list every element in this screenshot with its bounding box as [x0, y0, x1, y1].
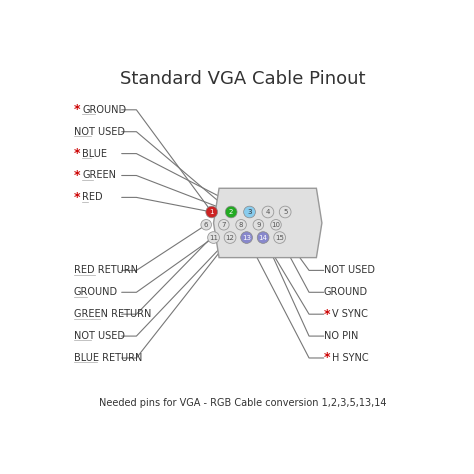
Text: 13: 13	[242, 235, 251, 240]
Circle shape	[224, 232, 236, 243]
Text: V SYNC: V SYNC	[332, 309, 368, 319]
Circle shape	[271, 219, 281, 230]
Text: RED: RED	[82, 192, 103, 202]
Circle shape	[236, 219, 246, 230]
Polygon shape	[213, 188, 322, 258]
Text: NOT USED: NOT USED	[324, 265, 375, 275]
Circle shape	[279, 206, 291, 218]
Text: 12: 12	[226, 235, 235, 240]
Text: *: *	[74, 191, 81, 204]
Text: 14: 14	[259, 235, 267, 240]
Circle shape	[225, 206, 237, 218]
Circle shape	[262, 206, 274, 218]
Text: Needed pins for VGA - RGB Cable conversion 1,2,3,5,13,14: Needed pins for VGA - RGB Cable conversi…	[99, 398, 387, 408]
Text: NOT USED: NOT USED	[74, 127, 125, 137]
Text: BLUE: BLUE	[82, 149, 107, 159]
Text: 1: 1	[210, 209, 214, 215]
Circle shape	[241, 232, 253, 243]
Circle shape	[257, 232, 269, 243]
Circle shape	[244, 206, 255, 218]
Text: 4: 4	[266, 209, 270, 215]
Text: *: *	[324, 308, 330, 321]
Text: GREEN RETURN: GREEN RETURN	[74, 309, 151, 319]
Text: NOT USED: NOT USED	[74, 331, 125, 341]
Text: *: *	[74, 147, 81, 160]
Circle shape	[253, 219, 264, 230]
Text: 3: 3	[247, 209, 252, 215]
Text: BLUE RETURN: BLUE RETURN	[74, 353, 142, 363]
Text: *: *	[74, 103, 81, 116]
Text: 6: 6	[204, 222, 209, 228]
Text: 9: 9	[256, 222, 261, 228]
Text: *: *	[74, 169, 81, 182]
Text: NO PIN: NO PIN	[324, 331, 358, 341]
Text: H SYNC: H SYNC	[332, 353, 368, 363]
Text: 7: 7	[221, 222, 226, 228]
Text: 5: 5	[283, 209, 287, 215]
Circle shape	[274, 232, 285, 243]
Text: 15: 15	[275, 235, 284, 240]
Text: 11: 11	[209, 235, 218, 240]
Text: GROUND: GROUND	[74, 287, 118, 297]
Text: 8: 8	[239, 222, 243, 228]
Text: GROUND: GROUND	[82, 105, 126, 115]
Text: *: *	[324, 352, 330, 365]
Circle shape	[208, 232, 219, 243]
Text: GREEN: GREEN	[82, 171, 116, 181]
Text: GROUND: GROUND	[324, 287, 368, 297]
Text: Standard VGA Cable Pinout: Standard VGA Cable Pinout	[120, 70, 365, 88]
Text: 10: 10	[272, 222, 281, 228]
Circle shape	[206, 206, 218, 218]
Text: 2: 2	[229, 209, 233, 215]
Circle shape	[201, 219, 211, 230]
Text: RED RETURN: RED RETURN	[74, 265, 138, 275]
Circle shape	[219, 219, 229, 230]
